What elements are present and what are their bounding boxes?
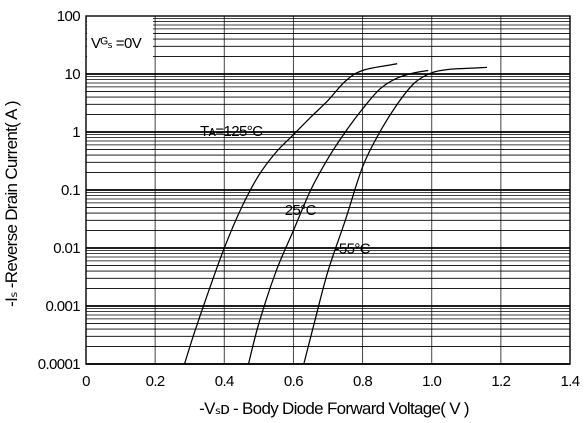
- y-tick-label: 0.001: [45, 298, 80, 315]
- chart-annotations: Tᴀ=125°C 25°C -55°C: [200, 123, 371, 258]
- x-tick-label: 0.4: [215, 373, 234, 390]
- plot-frame: [85, 15, 571, 365]
- y-axis-ticks: 0.0001 0.001 0.01 0.1 1 10 100: [38, 8, 81, 373]
- x-tick-label: 1.4: [560, 373, 579, 390]
- series-line-3: [303, 66, 488, 365]
- x-tick-label: 0: [82, 373, 90, 390]
- curve-annotation-3: -55°C: [334, 241, 370, 258]
- y-tick-label: 10: [65, 66, 81, 83]
- x-axis-label: -Vₛᴅ - Body Diode Forward Voltage( V ): [199, 399, 469, 418]
- x-tick-label: 0.2: [146, 373, 165, 390]
- x-tick-label: 0.6: [284, 373, 303, 390]
- curve-annotation-1: Tᴀ=125°C: [200, 123, 263, 140]
- x-axis-ticks: 0 0.2 0.4 0.6 0.8 1.0 1.2 1.4: [82, 373, 580, 390]
- x-tick-label: 1.0: [422, 373, 441, 390]
- y-tick-label: 0.01: [53, 240, 80, 257]
- x-tick-label: 0.8: [353, 373, 372, 390]
- series-line-2: [247, 69, 429, 365]
- y-axis-label: -Iₛ -Reverse Drain Current( A ): [2, 101, 21, 307]
- chart-grid: [86, 16, 570, 365]
- curve-annotation-2: 25°C: [285, 202, 317, 219]
- condition-box: [87, 17, 153, 69]
- y-tick-label: 1: [72, 124, 80, 141]
- x-tick-label: 1.2: [491, 373, 510, 390]
- series-line-1: [183, 63, 398, 365]
- condition-label: Vᴳₛ =0V: [91, 35, 142, 52]
- chart-series: [183, 63, 488, 365]
- y-tick-label: 100: [57, 8, 80, 25]
- y-tick-label: 0.0001: [38, 356, 81, 373]
- y-tick-label: 0.1: [61, 182, 80, 199]
